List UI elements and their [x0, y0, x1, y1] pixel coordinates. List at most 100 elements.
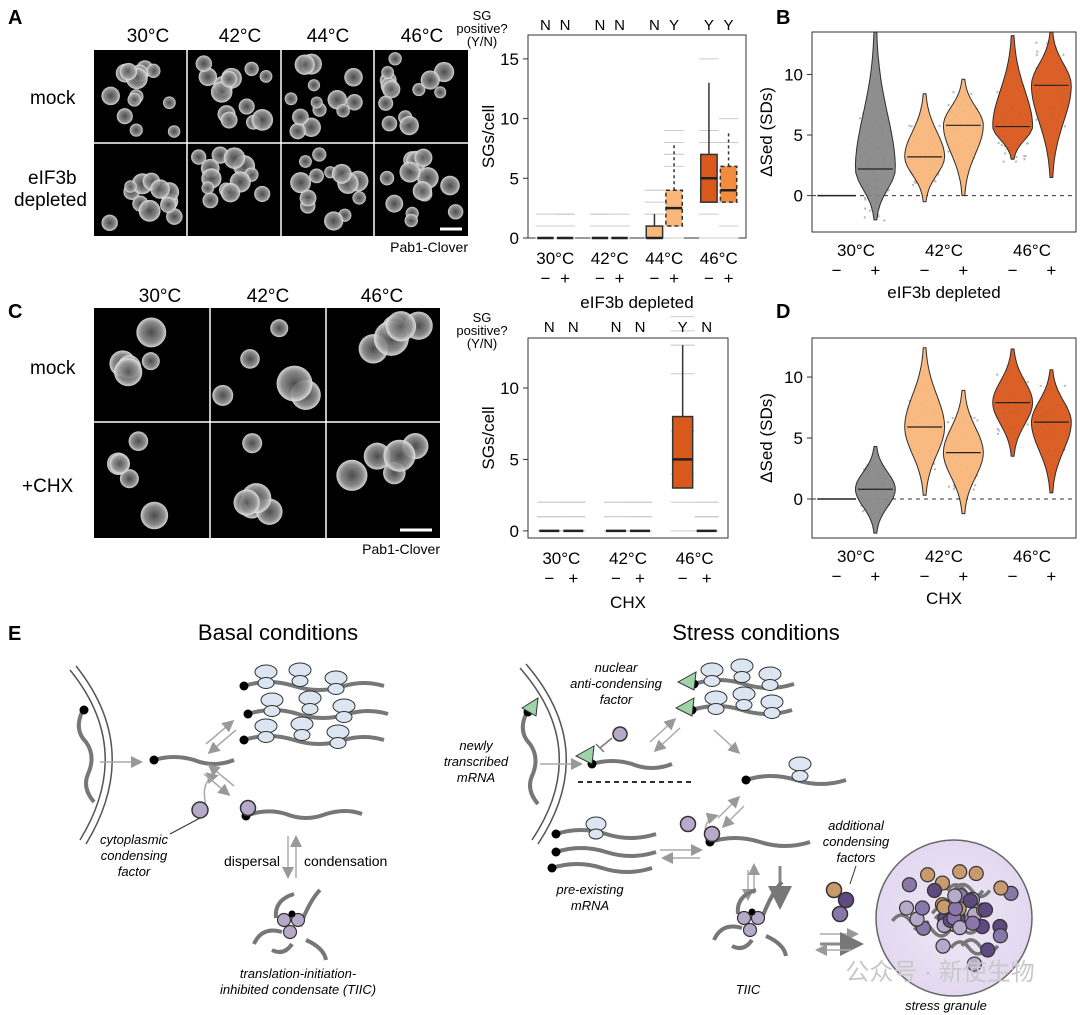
- sg-header-line: (Y/N): [467, 336, 497, 351]
- sg-positive-label: Y: [678, 319, 688, 336]
- ribosome-small: [707, 703, 725, 715]
- subgroup-label: −: [540, 269, 550, 288]
- ribosome-small: [329, 737, 347, 749]
- sg-label: stress granule: [905, 998, 987, 1013]
- sg-positive-label: Y: [669, 17, 679, 34]
- category-label: 46°C: [700, 249, 738, 268]
- cell: [385, 311, 417, 342]
- ribosome-small: [735, 699, 753, 711]
- sg-positive-label: N: [568, 319, 579, 336]
- cell: [344, 67, 363, 87]
- cell: [379, 170, 395, 186]
- tiic-long-label-2: inhibited condensate (TIIC): [220, 982, 376, 997]
- cytoplasmic-factor: [191, 801, 209, 819]
- jitter-point: [1003, 152, 1007, 155]
- cell: [136, 317, 167, 348]
- jitter-point: [952, 90, 955, 94]
- sg-positive-label: N: [611, 319, 622, 336]
- tiic-short-label: TIIC: [736, 982, 761, 997]
- cell: [352, 191, 366, 205]
- panel-letter-c: C: [8, 301, 22, 323]
- subgroup-label: −: [1008, 261, 1018, 280]
- sg-positive-label: N: [635, 319, 646, 336]
- jitter-point: [1000, 143, 1003, 147]
- cell: [150, 179, 170, 199]
- panel-a-row-eif3b: eIF3b: [28, 168, 77, 189]
- cell: [124, 180, 137, 193]
- cell: [399, 115, 419, 136]
- jitter-point: [1035, 41, 1038, 44]
- jitter-point: [970, 92, 973, 96]
- box: [645, 225, 664, 239]
- box: [719, 165, 738, 203]
- ribosome-large: [732, 686, 756, 702]
- x-axis-label: eIF3b depleted: [580, 293, 693, 312]
- sg-factor: [898, 900, 915, 916]
- x-axis-label: CHX: [610, 593, 646, 612]
- sg-positive-label: Y: [724, 17, 734, 34]
- category-label: 42°C: [609, 549, 647, 568]
- y-tick-label: 10: [500, 379, 519, 398]
- basal-title: Basal conditions: [198, 620, 358, 645]
- y-axis-label: ΔSed (SDs): [757, 87, 776, 177]
- panel-a-micrographs: 30°C 42°C 44°C 46°C mock eIF3b depleted …: [14, 26, 468, 255]
- additional-label-1: additional: [828, 818, 885, 833]
- cell: [251, 109, 274, 131]
- panel-c-micrographs: 30°C 42°C 46°C mock +CHX Pab1-Clover: [22, 286, 440, 557]
- cell: [238, 98, 255, 115]
- cell: [310, 96, 323, 109]
- cell: [129, 123, 143, 137]
- additional-label-2: condensing: [823, 834, 890, 849]
- cell: [220, 111, 238, 129]
- subgroup-label: +: [958, 261, 968, 280]
- cell: [191, 149, 207, 165]
- sg-factor: [992, 928, 1008, 944]
- cell: [307, 79, 321, 92]
- subgroup-label: −: [595, 269, 605, 288]
- cell: [309, 168, 324, 184]
- ribosome-large: [730, 658, 754, 674]
- box: [671, 415, 694, 489]
- cell: [383, 439, 416, 472]
- cell: [378, 95, 394, 111]
- y-axis-label: ΔSed (SDs): [757, 393, 776, 483]
- subgroup-label: +: [724, 269, 734, 288]
- subgroup-label: +: [702, 569, 712, 588]
- cell: [240, 349, 260, 369]
- jitter-point: [1035, 53, 1039, 57]
- ribosome-small: [263, 705, 281, 717]
- y-tick-label: 10: [784, 368, 803, 387]
- cell: [381, 115, 398, 132]
- cell: [233, 489, 260, 516]
- panel-b-violin: 0 5 10 ΔSed (SDs) − + − + − +30°C 42°C 46°C eIF3b de…: [757, 31, 1077, 302]
- cell: [290, 172, 312, 194]
- cell: [138, 199, 161, 222]
- cell: [101, 86, 120, 106]
- jitter-point: [1026, 380, 1029, 384]
- subgroup-label: −: [1008, 567, 1018, 586]
- subgroup-label: −: [832, 261, 842, 280]
- ribosome-large: [290, 716, 314, 732]
- category-label: 44°C: [645, 249, 683, 268]
- jitter-point: [908, 124, 911, 128]
- jitter-point: [1063, 125, 1067, 128]
- subgroup-label: −: [704, 269, 714, 288]
- y-tick-label: 10: [500, 110, 519, 129]
- jitter-point: [858, 117, 862, 120]
- stress-nuclear-envelope: [519, 667, 561, 841]
- jitter-point: [997, 429, 1001, 432]
- cell: [127, 92, 142, 107]
- sg-positive-label: N: [649, 17, 660, 34]
- ribosome-large: [288, 662, 312, 678]
- ribosome-small: [763, 707, 781, 719]
- sg-factor: [968, 865, 984, 882]
- panel-a-row-mock: mock: [30, 88, 76, 109]
- panel-c-caption: Pab1-Clover: [362, 541, 440, 557]
- jitter-point: [946, 421, 950, 424]
- sg-factor: [926, 882, 943, 899]
- cytoplasmic-label-2: condensing: [101, 848, 168, 863]
- ribosome-large: [260, 692, 284, 708]
- jitter-point: [973, 416, 976, 420]
- y-tick-label: 10: [784, 65, 803, 84]
